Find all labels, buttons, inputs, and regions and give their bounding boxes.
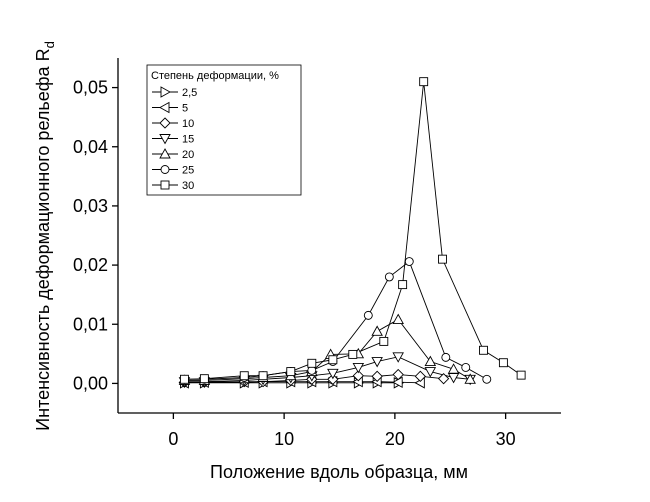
y-tick-label: 0,03 [73,196,108,216]
data-point [437,373,450,385]
x-axis-title: Положение вдоль образца, мм [210,462,468,482]
data-point [424,355,437,366]
data-point [348,349,358,359]
legend-marker [160,180,170,190]
data-point [327,368,339,380]
data-point [379,336,389,346]
data-point [307,358,317,368]
data-point [398,280,408,290]
y-tick-label: 0,01 [73,314,108,334]
data-point [447,363,460,374]
data-point [419,77,429,87]
data-point [464,373,476,384]
legend-marker [159,134,171,145]
data-point [461,362,471,372]
legend-marker [160,165,170,174]
legend-marker [159,101,170,114]
y-tick-label: 0,02 [73,255,108,275]
data-point [482,374,492,384]
data-point [441,352,451,362]
data-point [371,357,383,368]
x-tick-label: 20 [385,429,405,449]
data-point [352,370,364,382]
x-tick-label: 10 [274,429,294,449]
data-point [438,254,447,264]
data-point [424,367,437,378]
data-point [384,272,394,282]
legend-label: 5 [182,103,188,115]
data-point [392,352,404,363]
data-point [328,355,338,365]
data-point [286,367,296,377]
legend-label: 10 [182,118,194,130]
legend-marker [160,86,171,98]
legend-label: 30 [182,180,194,192]
y-tick-label: 0,05 [73,78,108,98]
legend-box [146,64,302,196]
legend-label: 25 [182,165,194,177]
data-point [498,358,508,368]
legend-marker [159,148,171,159]
legend-label: 15 [182,134,194,146]
y-axis-title-main: Интенсивность деформационного рельефа R [33,48,53,430]
legend-title: Степень деформации, % [151,70,279,82]
legend-marker [159,117,171,129]
data-point [199,374,209,384]
data-point [371,370,383,382]
data-point [258,371,268,381]
y-tick-label: 0,04 [73,137,108,157]
data-point [239,371,249,381]
y-tick-label: 0,00 [73,373,108,393]
data-point [479,345,488,355]
data-point [371,325,383,336]
data-point [392,313,404,324]
data-point [392,368,404,381]
x-tick-label: 0 [168,429,178,449]
y-axis-title: Интенсивность деформационного рельефа Rd [33,41,57,431]
data-point [352,362,365,374]
data-point [179,374,189,384]
data-point [392,376,403,388]
data-point [516,370,526,380]
legend-label: 20 [182,149,194,161]
x-tick-label: 30 [496,429,516,449]
y-axis-title-sub: d [42,41,57,48]
data-point [363,310,373,320]
data-point [404,257,414,266]
legend-label: 2,5 [182,87,197,99]
data-point [414,370,426,382]
